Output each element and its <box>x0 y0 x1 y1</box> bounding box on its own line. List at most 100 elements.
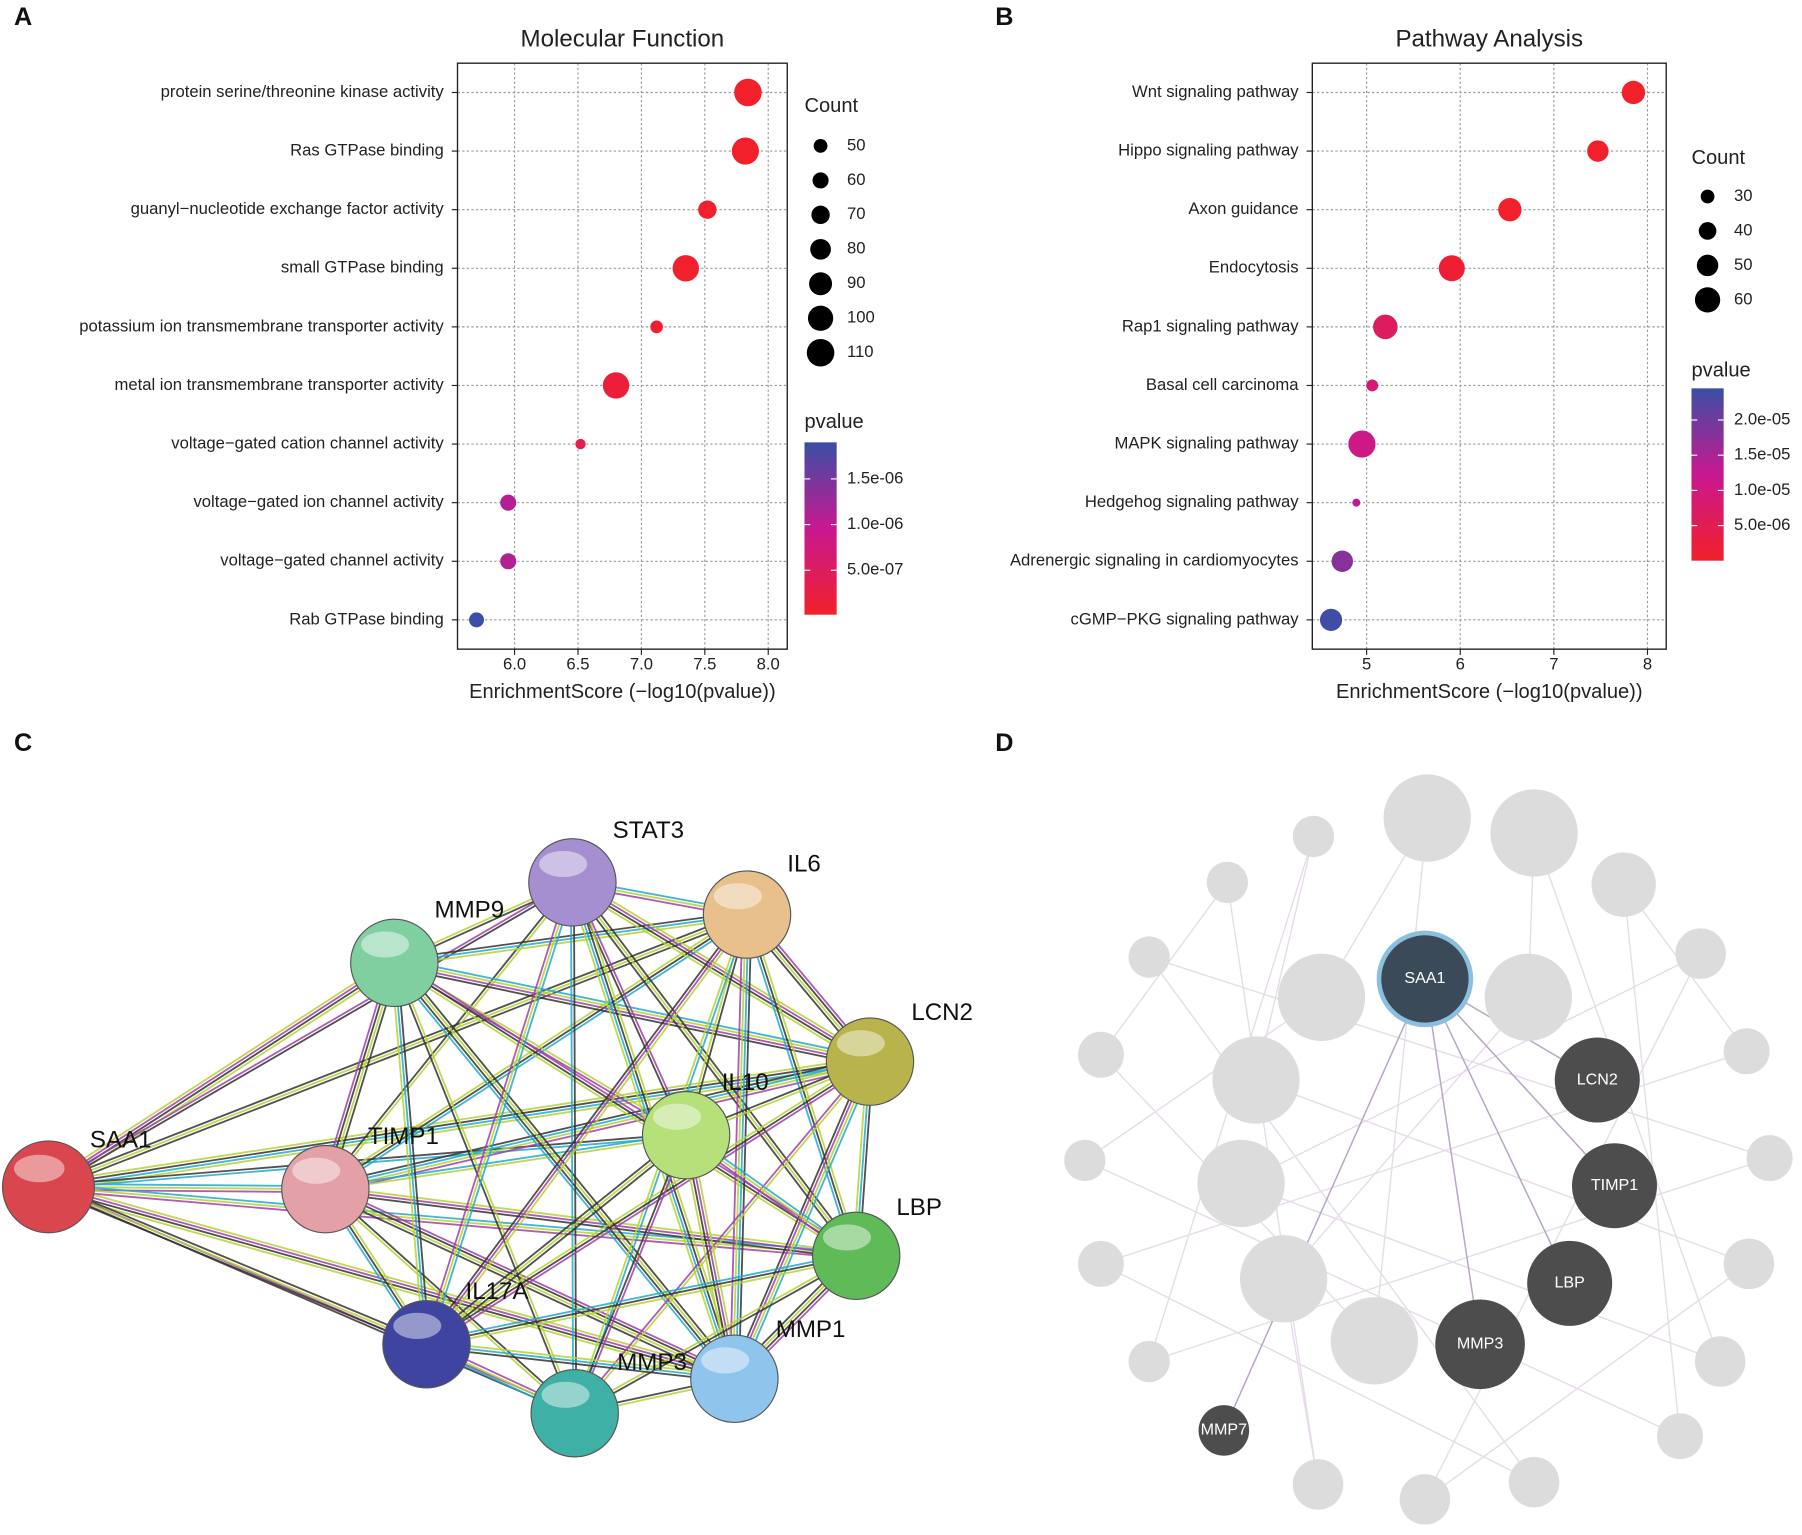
network-edge <box>423 912 746 1344</box>
network-node <box>1554 1037 1640 1123</box>
background-node <box>1399 1474 1451 1525</box>
node-highlight <box>393 1312 442 1339</box>
node-label: MMP9 <box>435 896 505 923</box>
panel-label: A <box>14 3 32 31</box>
network-edge <box>395 959 859 1255</box>
network-edge <box>425 882 574 1345</box>
node-label: STAT3 <box>613 817 684 844</box>
network-edge <box>323 1189 575 1416</box>
node-label: IL17A <box>466 1278 530 1305</box>
network-node <box>1527 1240 1613 1326</box>
y-tick-label: Endocytosis <box>1209 258 1299 277</box>
network-node <box>1381 935 1469 1023</box>
node-label: MMP3 <box>617 1349 687 1376</box>
network-node <box>530 1368 619 1458</box>
bubble <box>602 372 630 399</box>
node-label: LBP <box>896 1194 942 1221</box>
node-highlight <box>14 1154 65 1183</box>
background-node <box>1206 861 1248 904</box>
bubble <box>734 78 762 107</box>
node-label: IL6 <box>787 851 821 878</box>
faint-edge <box>1100 1263 1535 1483</box>
y-tick-label: Rap1 signaling pathway <box>1122 316 1299 335</box>
background-node <box>1723 1238 1775 1290</box>
network-edge <box>425 1060 871 1346</box>
network-edge <box>573 1253 856 1413</box>
network-edge <box>569 885 869 1067</box>
y-tick-label: Hedgehog signaling pathway <box>1085 492 1299 511</box>
background-node <box>1746 1135 1793 1182</box>
x-tick-label: 7.0 <box>630 655 653 674</box>
network-node <box>641 1090 731 1180</box>
legend-label: 40 <box>1734 220 1753 239</box>
network-edge <box>393 963 870 1064</box>
bubble <box>500 494 517 511</box>
y-tick-label: Ras GTPase binding <box>290 140 444 159</box>
colorbar-label: 5.0e-07 <box>847 560 903 579</box>
bubble <box>1621 80 1646 105</box>
bubble <box>1366 379 1379 392</box>
background-node <box>1239 1235 1328 1323</box>
node-highlight <box>539 850 588 878</box>
network-edge <box>324 1191 856 1260</box>
colorbar <box>804 442 837 615</box>
network-edge <box>46 1188 426 1348</box>
network-edge <box>392 963 575 1415</box>
legend-label: 110 <box>847 342 874 361</box>
faint-edge <box>1084 996 1322 1162</box>
network-edge <box>731 914 747 1379</box>
background-node <box>1212 1036 1300 1124</box>
bubble <box>731 137 759 165</box>
background-node <box>1657 1413 1703 1460</box>
legend-label: 60 <box>847 170 866 189</box>
legend-symbol <box>812 172 829 189</box>
network-node <box>350 918 439 1008</box>
network-edge <box>749 913 860 1256</box>
network-edge <box>425 1134 687 1345</box>
network-edge <box>426 1346 735 1383</box>
network-edge <box>394 961 577 1413</box>
background-node <box>1484 953 1572 1041</box>
colorbar-label: 1.5e-05 <box>1734 445 1790 464</box>
colorbar-label: 2.0e-05 <box>1734 409 1790 428</box>
legend-symbol <box>807 305 834 331</box>
legend-symbol <box>809 272 833 296</box>
network-edge <box>426 1340 735 1377</box>
panel-label: C <box>14 729 32 757</box>
network-edge <box>572 880 872 1062</box>
network-edge <box>393 962 428 1345</box>
network-edge <box>325 1062 871 1192</box>
network-edge <box>428 915 751 1347</box>
bubble <box>1587 140 1609 162</box>
network-edge <box>428 883 577 1346</box>
network-edge <box>48 1185 857 1257</box>
network-edge <box>394 961 737 1379</box>
faint-edge <box>1424 1263 1750 1500</box>
network-edge <box>570 882 686 1137</box>
legend-symbol <box>813 139 828 153</box>
legend-symbol <box>1696 254 1719 277</box>
node-highlight <box>822 1224 872 1251</box>
y-tick-label: Rab GTPase binding <box>289 609 443 628</box>
faint-edge <box>1283 996 1529 1280</box>
y-tick-label: MAPK signaling pathway <box>1114 433 1299 452</box>
x-tick-label: 8.0 <box>757 655 780 674</box>
legend-label: 90 <box>847 273 866 292</box>
network-edge <box>48 1184 736 1379</box>
bubble <box>1348 430 1376 458</box>
background-node <box>1292 1459 1344 1510</box>
network-edge <box>47 880 573 1187</box>
y-tick-label: potassium ion transmembrane transporter … <box>79 316 444 335</box>
node-highlight <box>292 1157 341 1184</box>
background-node <box>1675 928 1726 979</box>
y-tick-label: protein serine/threonine kinase activity <box>161 82 445 101</box>
network-node <box>1 1140 96 1234</box>
bubble <box>500 553 517 570</box>
legend-title: Count <box>1691 147 1745 169</box>
background-node <box>1064 1139 1106 1182</box>
node-highlight <box>541 1381 590 1408</box>
background-node <box>1383 774 1471 862</box>
y-tick-label: cGMP−PKG signaling pathway <box>1071 609 1300 628</box>
